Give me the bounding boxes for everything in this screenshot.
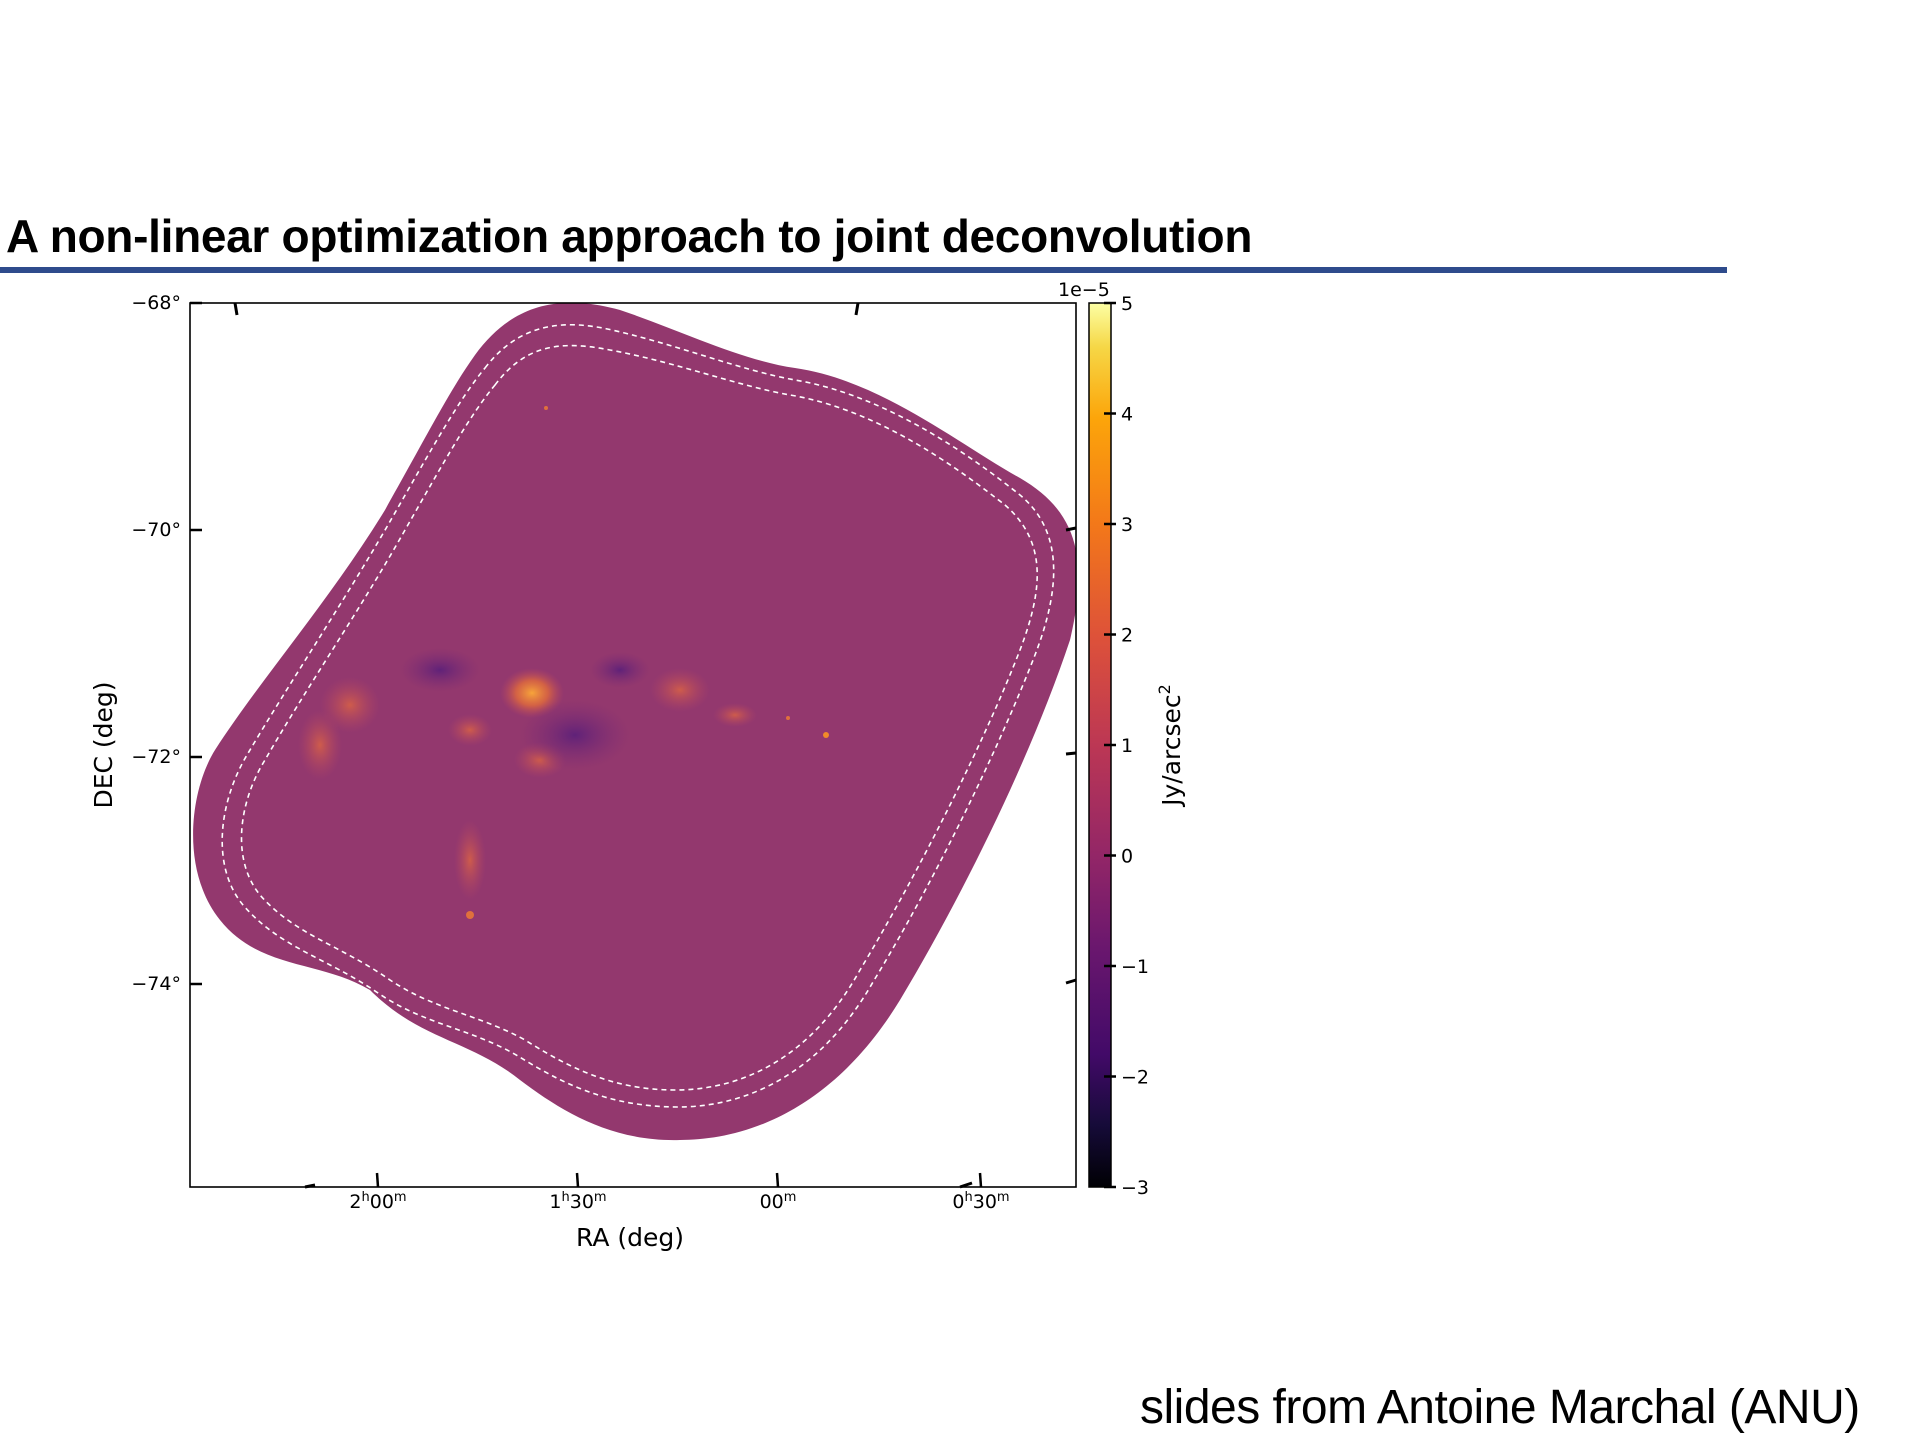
ra-tick-value: 30	[973, 1191, 997, 1213]
frame-grid-ticks	[233, 302, 1077, 1189]
dec-tick-label: −68°	[131, 292, 181, 314]
colorbar-label-unit: Jy/arcsec	[1157, 694, 1186, 808]
ra-tick-value: 0	[952, 1191, 964, 1213]
emission-cloud	[298, 710, 342, 780]
colorbar-tick-label: 5	[1121, 293, 1133, 315]
ra-tick-unit: h	[964, 1190, 972, 1205]
inner-dashed-contour	[240, 344, 1038, 1091]
colorbar-tick-label: 1	[1121, 735, 1133, 757]
point-source	[786, 716, 790, 720]
emission-cloud	[454, 820, 486, 900]
point-source	[544, 406, 548, 410]
emission-cloud	[448, 714, 492, 746]
title-underline	[0, 267, 1727, 273]
ra-tick-unit: m	[784, 1190, 797, 1205]
colorbar-tick-label: −3	[1121, 1177, 1149, 1199]
slide-credit: slides from Antoine Marchal (ANU)	[1140, 1381, 1860, 1434]
colorbar-label-exponent: 2	[1155, 684, 1174, 694]
ra-tick-value: 1	[549, 1191, 561, 1213]
ra-tick-mark	[375, 1172, 380, 1188]
ra-tick-value: 00	[760, 1191, 784, 1213]
ra-tick-unit: m	[394, 1190, 407, 1205]
ra-tick-value: 30	[570, 1191, 594, 1213]
dec-tick-label: −72°	[131, 746, 181, 768]
absorption-region	[590, 652, 650, 688]
colorbar-tick-label: 3	[1121, 514, 1133, 536]
emission-cloud	[713, 703, 757, 727]
ra-tick-label: 2h00m	[349, 1190, 406, 1213]
plot-frame	[189, 302, 1077, 1188]
coverage-region	[193, 303, 1076, 1141]
ra-tick-unit: m	[997, 1190, 1010, 1205]
slide-title: A non-linear optimization approach to jo…	[6, 210, 1253, 262]
colorbar-ticks: 5 4 3 2 1 0 −1 −2 −3	[1104, 293, 1149, 1199]
dec-tick-label: −70°	[131, 519, 181, 541]
ra-tick-value: 2	[349, 1191, 361, 1213]
ra-tick-unit: h	[361, 1190, 369, 1205]
point-source	[466, 911, 474, 919]
emission-cloud	[320, 677, 380, 733]
ra-tick-unit: m	[594, 1190, 607, 1205]
colorbar-tick-label: 0	[1121, 846, 1133, 868]
ra-axis: 2h00m 1h30m 00m 0h30m	[349, 1172, 1010, 1213]
colorbar-label: Jy/arcsec2	[1155, 684, 1186, 808]
absorption-region	[400, 648, 480, 692]
ra-tick-label: 1h30m	[549, 1190, 606, 1213]
ra-tick-label: 0h30m	[952, 1190, 1009, 1213]
map-image	[193, 303, 1076, 1141]
emission-cloud	[650, 668, 710, 712]
ra-tick-value: 00	[370, 1191, 394, 1213]
colorbar-offset-text: 1e−5	[1058, 279, 1110, 301]
point-source	[823, 732, 829, 738]
y-axis-label: DEC (deg)	[89, 681, 118, 808]
dec-tick-label: −74°	[131, 973, 181, 995]
ra-tick-label: 00m	[760, 1190, 797, 1213]
colorbar-tick-label: 4	[1121, 404, 1133, 426]
colorbar-tick-label: −1	[1121, 956, 1149, 978]
x-axis-label: RA (deg)	[576, 1223, 684, 1252]
colorbar-tick-label: −2	[1121, 1067, 1149, 1089]
dec-axis: −68° −70° −72° −74°	[131, 292, 202, 995]
outer-dashed-contour	[221, 324, 1055, 1108]
absorption-region	[520, 700, 630, 770]
ra-tick-mark	[978, 1172, 983, 1188]
ra-tick-unit: h	[561, 1190, 569, 1205]
colorbar-tick-label: 2	[1121, 625, 1133, 647]
ra-tick-mark	[575, 1172, 580, 1188]
ra-tick-mark	[775, 1172, 780, 1188]
